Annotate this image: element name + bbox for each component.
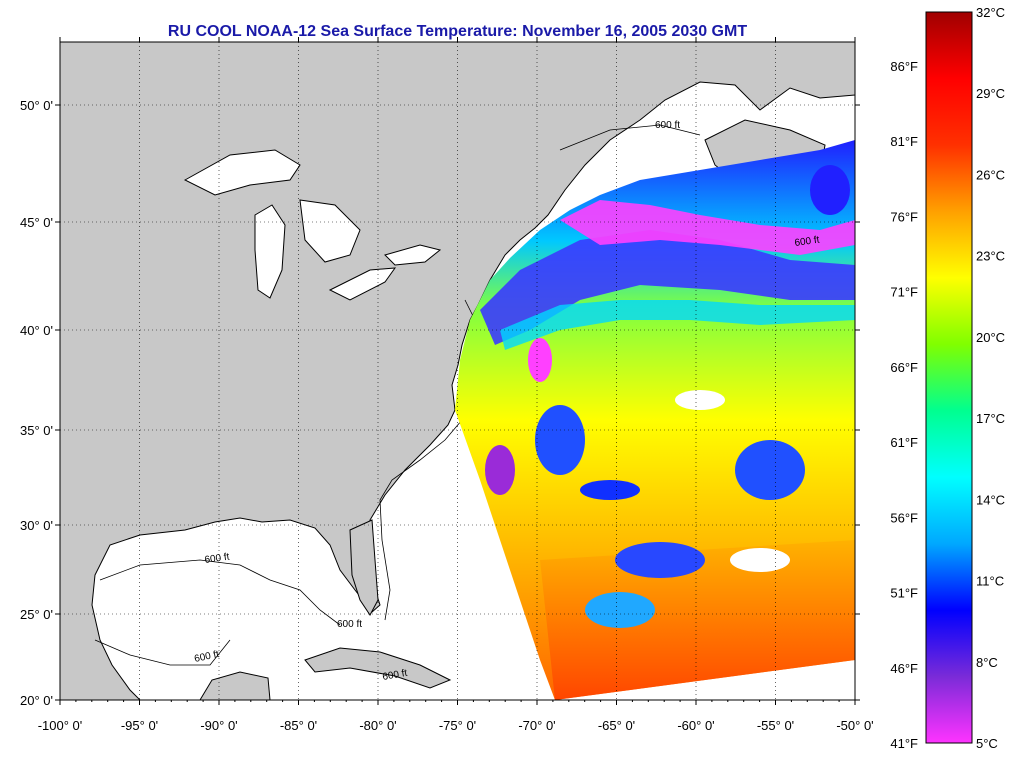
fahrenheit-label: 61°F [890, 435, 918, 450]
lon-label: -90° 0' [200, 718, 237, 733]
lake-superior [183, 149, 301, 196]
fahrenheit-labels: 86°F 81°F 76°F 71°F 66°F 61°F 56°F 51°F 46°F 41°F [890, 59, 918, 751]
latitude-labels: 50° 0' 45° 0' 40° 0' 35° 0' 30° 0' 25° 0' 20° … [20, 98, 53, 708]
lon-label: -75° 0' [439, 718, 476, 733]
fahrenheit-label: 41°F [890, 736, 918, 751]
celsius-label: 11°C [976, 574, 1004, 589]
lat-label: 35° 0' [20, 423, 53, 438]
map-title: RU COOL NOAA-12 Sea Surface Temperature:… [167, 23, 748, 40]
lat-label: 30° 0' [20, 518, 53, 533]
lat-label: 40° 0' [20, 323, 53, 338]
lon-label: -60° 0' [677, 718, 714, 733]
isobath-label: 600 ft [382, 668, 409, 683]
fahrenheit-label: 66°F [890, 360, 918, 375]
lon-label: -50° 0' [836, 718, 873, 733]
lon-label: -80° 0' [359, 718, 396, 733]
map-gridlines [60, 42, 855, 700]
lon-label: -70° 0' [518, 718, 555, 733]
fahrenheit-label: 81°F [890, 134, 918, 149]
isobath-label: 600 ft [655, 120, 680, 131]
celsius-label: 29°C [976, 86, 1005, 101]
lat-label: 20° 0' [20, 693, 53, 708]
isobath-label: 600 ft [794, 235, 821, 249]
temperature-colorbar: 32°C 29°C 26°C 23°C 20°C 17°C 14°C 11°C 8°C 5°C 8… [890, 5, 1005, 751]
sst-swath [455, 140, 855, 700]
isobath-labels: 600 ft 600 ft 600 ft 600 ft 600 ft 600 ft [193, 120, 820, 683]
isobath-label: 600 ft [337, 619, 362, 630]
north-america-land [60, 42, 855, 700]
celsius-label: 32°C [976, 5, 1005, 20]
lon-label: -85° 0' [280, 718, 317, 733]
lon-label: -95° 0' [121, 718, 158, 733]
lake-huron [299, 199, 361, 263]
lat-label: 45° 0' [20, 215, 53, 230]
fahrenheit-label: 76°F [890, 209, 918, 224]
fahrenheit-label: 51°F [890, 586, 918, 601]
lon-label: -55° 0' [757, 718, 794, 733]
fahrenheit-label: 56°F [890, 510, 918, 525]
celsius-labels: 32°C 29°C 26°C 23°C 20°C 17°C 14°C 11°C 8°C 5°C [976, 5, 1005, 751]
isobath-label: 600 ft [193, 649, 220, 665]
longitude-labels: -100° 0' -95° 0' -90° 0' -85° 0' -80° 0' -75°… [38, 718, 874, 733]
map-ticks [55, 37, 860, 705]
yucatan-land [199, 671, 271, 700]
lake-erie [328, 267, 397, 301]
celsius-label: 20°C [976, 330, 1005, 345]
lake-ontario [384, 244, 442, 266]
celsius-label: 26°C [976, 167, 1005, 182]
fahrenheit-label: 46°F [890, 661, 918, 676]
lat-label: 25° 0' [20, 607, 53, 622]
fahrenheit-label: 71°F [890, 285, 918, 300]
fahrenheit-label: 86°F [890, 59, 918, 74]
celsius-label: 14°C [976, 492, 1005, 507]
lon-label: -100° 0' [38, 718, 83, 733]
celsius-label: 23°C [976, 249, 1005, 264]
celsius-label: 17°C [976, 411, 1005, 426]
isobath-label: 600 ft [204, 552, 231, 566]
florida-land [349, 519, 379, 616]
celsius-label: 8°C [976, 655, 998, 670]
cuba-land [304, 647, 452, 689]
celsius-label: 5°C [976, 736, 998, 751]
lake-michigan [254, 204, 286, 299]
lon-label: -65° 0' [598, 718, 635, 733]
colorbar-gradient [925, 11, 973, 744]
lat-label: 50° 0' [20, 98, 53, 113]
